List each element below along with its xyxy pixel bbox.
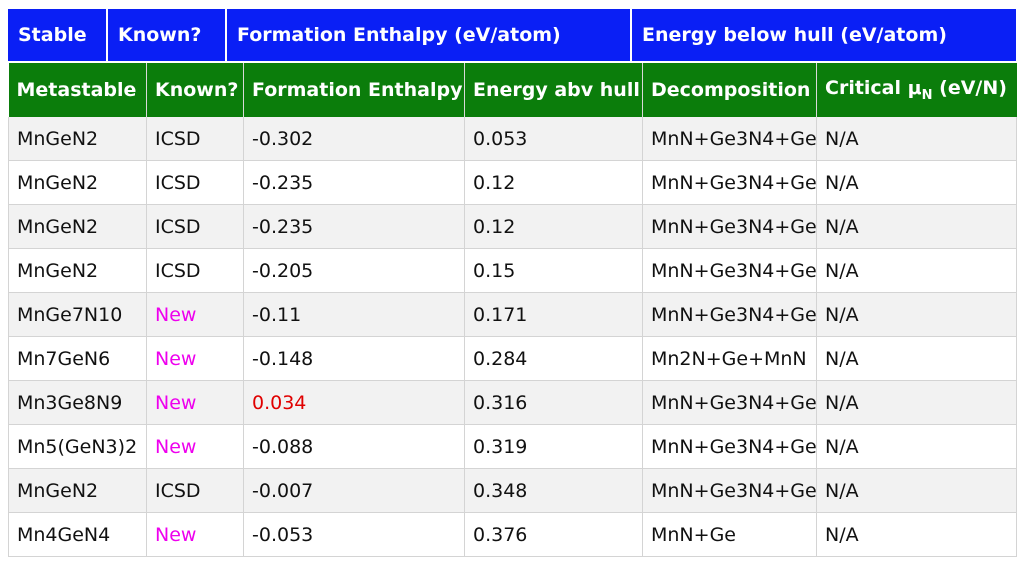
cell-decomposition: MnN+Ge3N4+Ge: [642, 204, 817, 249]
cell-critical: N/A: [816, 292, 1017, 337]
critical-suffix: (eV/N): [932, 77, 1007, 100]
cell-compound: MnGeN2: [8, 204, 147, 249]
col-header-critical: Critical μN (eV/N): [816, 63, 1017, 117]
cell-energy: 0.348: [464, 468, 643, 513]
cell-formation: -0.235: [243, 204, 465, 249]
col-header-energy: Energy abv hull: [464, 63, 643, 117]
cell-energy: 0.12: [464, 204, 643, 249]
cell-known: ICSD: [146, 204, 244, 249]
table-row: Mn3Ge8N9 New 0.034 0.316 MnN+Ge3N4+Ge N/…: [8, 380, 1017, 425]
cell-critical: N/A: [816, 512, 1017, 557]
stable-header-energy: Energy below hull (eV/atom): [642, 24, 947, 46]
cell-formation: -0.302: [243, 117, 465, 161]
cell-compound: Mn7GeN6: [8, 336, 147, 381]
col-header-formation: Formation Enthalpy: [243, 63, 465, 117]
cell-known: New: [146, 336, 244, 381]
cell-formation: -0.148: [243, 336, 465, 381]
cell-formation: -0.235: [243, 160, 465, 205]
col-header-known: Known?: [146, 63, 244, 117]
cell-energy: 0.319: [464, 424, 643, 469]
cell-compound: MnGeN2: [8, 160, 147, 205]
stable-header-known: Known?: [108, 9, 227, 61]
stable-header-row: Stable Known? Formation Enthalpy (eV/ato…: [8, 9, 1016, 61]
cell-energy: 0.171: [464, 292, 643, 337]
critical-prefix: Critical μ: [825, 77, 922, 100]
cell-compound: MnGeN2: [8, 248, 147, 293]
cell-critical: N/A: [816, 204, 1017, 249]
cell-decomposition: MnN+Ge3N4+Ge: [642, 380, 817, 425]
cell-compound: MnGeN2: [8, 468, 147, 513]
table-row: MnGeN2 ICSD -0.007 0.348 MnN+Ge3N4+Ge N/…: [8, 468, 1017, 513]
cell-known: ICSD: [146, 248, 244, 293]
cell-formation: -0.053: [243, 512, 465, 557]
cell-critical: N/A: [816, 117, 1017, 161]
stable-header-formation: Formation Enthalpy (eV/atom): [227, 9, 632, 61]
table-row: Mn7GeN6 New -0.148 0.284 Mn2N+Ge+MnN N/A: [8, 336, 1017, 381]
stable-header-stable: Stable: [8, 9, 108, 61]
cell-known: New: [146, 424, 244, 469]
cell-critical: N/A: [816, 380, 1017, 425]
cell-compound: MnGe7N10: [8, 292, 147, 337]
cell-known: New: [146, 512, 244, 557]
cell-known: New: [146, 292, 244, 337]
cell-decomposition: MnN+Ge3N4+Ge: [642, 292, 817, 337]
cell-decomposition: MnN+Ge3N4+Ge: [642, 160, 817, 205]
table-row: MnGeN2 ICSD -0.235 0.12 MnN+Ge3N4+Ge N/A: [8, 160, 1017, 205]
cell-compound: Mn3Ge8N9: [8, 380, 147, 425]
cell-energy: 0.053: [464, 117, 643, 161]
cell-compound: Mn5(GeN3)2: [8, 424, 147, 469]
table-row: MnGe7N10 New -0.11 0.171 MnN+Ge3N4+Ge N/…: [8, 292, 1017, 337]
cell-decomposition: MnN+Ge3N4+Ge: [642, 248, 817, 293]
metastable-header-row: Metastable Known? Formation Enthalpy Ene…: [8, 63, 1017, 117]
cell-known: New: [146, 380, 244, 425]
cell-energy: 0.316: [464, 380, 643, 425]
cell-critical: N/A: [816, 160, 1017, 205]
results-table-container: Stable Known? Formation Enthalpy (eV/ato…: [8, 9, 1017, 557]
metastable-table: Metastable Known? Formation Enthalpy Ene…: [8, 63, 1017, 557]
col-header-decomposition: Decomposition: [642, 63, 817, 117]
cell-decomposition: Mn2N+Ge+MnN: [642, 336, 817, 381]
cell-critical: N/A: [816, 248, 1017, 293]
cell-decomposition: MnN+Ge: [642, 512, 817, 557]
cell-formation: 0.034: [243, 380, 465, 425]
col-header-metastable: Metastable: [8, 63, 147, 117]
critical-sub: N: [921, 87, 933, 103]
cell-known: ICSD: [146, 160, 244, 205]
cell-formation: -0.11: [243, 292, 465, 337]
cell-critical: N/A: [816, 336, 1017, 381]
cell-compound: Mn4GeN4: [8, 512, 147, 557]
cell-formation: -0.007: [243, 468, 465, 513]
cell-known: ICSD: [146, 117, 244, 161]
cell-energy: 0.284: [464, 336, 643, 381]
table-row: MnGeN2 ICSD -0.302 0.053 MnN+Ge3N4+Ge N/…: [8, 117, 1017, 161]
cell-critical: N/A: [816, 468, 1017, 513]
cell-energy: 0.376: [464, 512, 643, 557]
cell-energy: 0.15: [464, 248, 643, 293]
cell-decomposition: MnN+Ge3N4+Ge: [642, 468, 817, 513]
cell-formation: -0.088: [243, 424, 465, 469]
table-row: Mn4GeN4 New -0.053 0.376 MnN+Ge N/A: [8, 512, 1017, 557]
cell-decomposition: MnN+Ge3N4+Ge: [642, 117, 817, 161]
cell-energy: 0.12: [464, 160, 643, 205]
cell-decomposition: MnN+Ge3N4+Ge: [642, 424, 817, 469]
cell-formation: -0.205: [243, 248, 465, 293]
cell-known: ICSD: [146, 468, 244, 513]
cell-compound: MnGeN2: [8, 117, 147, 161]
table-row: MnGeN2 ICSD -0.205 0.15 MnN+Ge3N4+Ge N/A: [8, 248, 1017, 293]
table-row: MnGeN2 ICSD -0.235 0.12 MnN+Ge3N4+Ge N/A: [8, 204, 1017, 249]
table-row: Mn5(GeN3)2 New -0.088 0.319 MnN+Ge3N4+Ge…: [8, 424, 1017, 469]
cell-critical: N/A: [816, 424, 1017, 469]
